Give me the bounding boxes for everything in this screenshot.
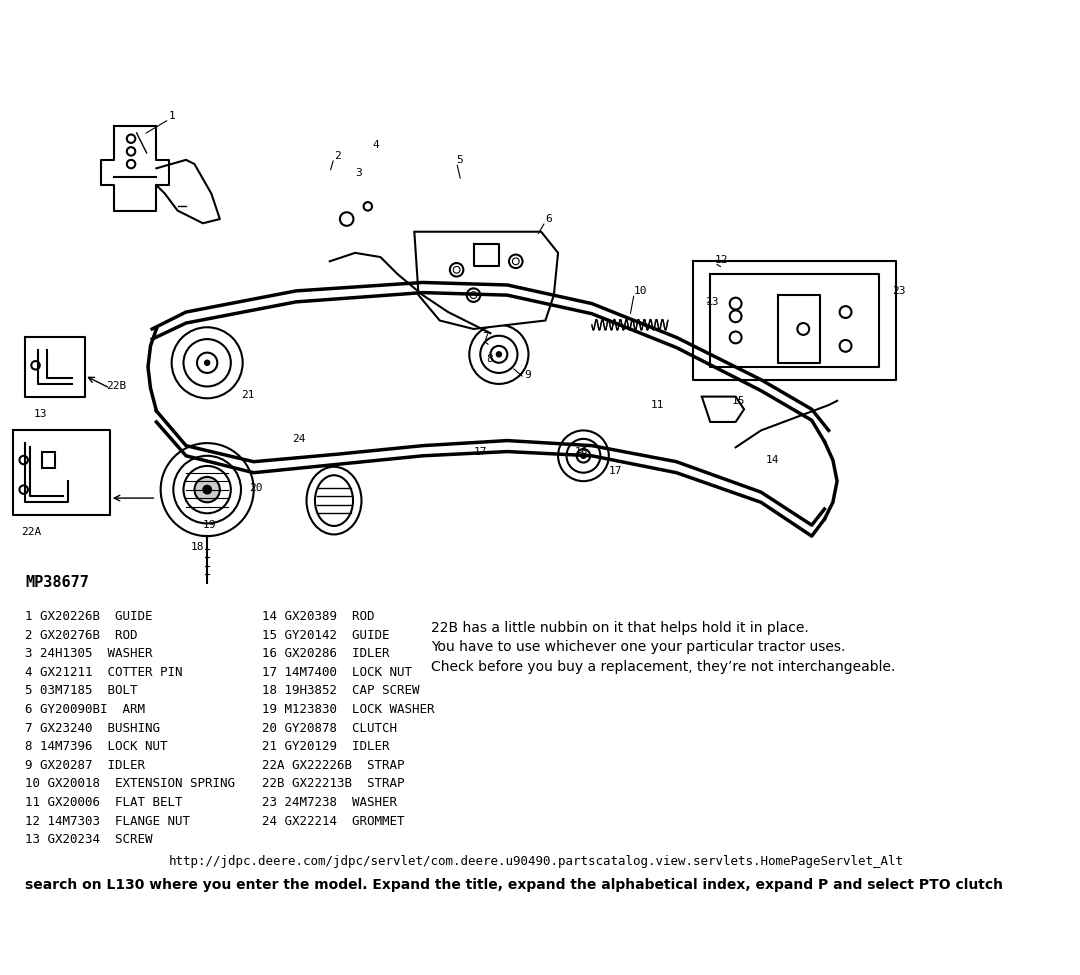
Text: 3: 3 xyxy=(355,168,362,177)
Circle shape xyxy=(126,147,135,156)
Circle shape xyxy=(340,213,353,226)
Text: 24 GX22214  GROMMET: 24 GX22214 GROMMET xyxy=(262,814,405,828)
Text: 12: 12 xyxy=(715,254,728,264)
Text: 18 19H3852  CAP SCREW: 18 19H3852 CAP SCREW xyxy=(262,684,420,697)
Text: 13: 13 xyxy=(706,297,719,307)
Circle shape xyxy=(467,289,481,302)
Circle shape xyxy=(797,323,809,334)
Circle shape xyxy=(730,297,742,309)
Circle shape xyxy=(184,466,231,513)
Circle shape xyxy=(470,292,477,298)
Circle shape xyxy=(204,360,210,366)
Circle shape xyxy=(450,263,463,277)
Ellipse shape xyxy=(307,467,362,534)
Circle shape xyxy=(364,202,372,211)
Text: http://jdpc.deere.com/jdpc/servlet/com.deere.u90490.partscatalog.view.servlets.H: http://jdpc.deere.com/jdpc/servlet/com.d… xyxy=(170,855,904,868)
Text: 23: 23 xyxy=(892,286,905,295)
Polygon shape xyxy=(415,232,558,329)
Circle shape xyxy=(490,346,508,363)
Text: 22A GX22226B  STRAP: 22A GX22226B STRAP xyxy=(262,759,405,772)
Circle shape xyxy=(558,430,609,481)
Circle shape xyxy=(172,328,243,399)
Circle shape xyxy=(839,306,851,318)
Text: 16: 16 xyxy=(575,447,589,456)
Text: 17: 17 xyxy=(473,447,487,456)
Circle shape xyxy=(730,310,742,322)
Text: 5: 5 xyxy=(457,155,463,165)
Text: 22B GX22213B  STRAP: 22B GX22213B STRAP xyxy=(262,777,405,791)
Circle shape xyxy=(184,339,231,386)
Text: 12 14M7303  FLANGE NUT: 12 14M7303 FLANGE NUT xyxy=(25,814,190,828)
Text: 20: 20 xyxy=(249,483,262,493)
Circle shape xyxy=(173,455,241,524)
Circle shape xyxy=(126,135,135,143)
Text: 17: 17 xyxy=(609,466,622,476)
Text: 6 GY20090BI  ARM: 6 GY20090BI ARM xyxy=(25,703,146,716)
Text: 20 GY20878  CLUTCH: 20 GY20878 CLUTCH xyxy=(262,722,397,734)
Circle shape xyxy=(730,332,742,343)
Text: 16 GX20286  IDLER: 16 GX20286 IDLER xyxy=(262,647,390,660)
Text: 11: 11 xyxy=(651,400,664,410)
Circle shape xyxy=(509,254,523,268)
Text: 2: 2 xyxy=(334,150,341,161)
Text: 15: 15 xyxy=(731,396,745,406)
Text: 9: 9 xyxy=(524,370,531,380)
Text: 6: 6 xyxy=(545,214,552,224)
Text: 7: 7 xyxy=(482,332,489,342)
Text: 23 24M7238  WASHER: 23 24M7238 WASHER xyxy=(262,796,397,809)
Circle shape xyxy=(203,486,212,494)
Circle shape xyxy=(567,439,600,473)
Text: 10: 10 xyxy=(634,286,648,295)
Text: 17 14M7400  LOCK NUT: 17 14M7400 LOCK NUT xyxy=(262,666,413,679)
Circle shape xyxy=(577,449,590,462)
Bar xyxy=(42,451,55,468)
Circle shape xyxy=(161,443,254,536)
Text: 21: 21 xyxy=(241,390,255,400)
Circle shape xyxy=(19,486,28,494)
Text: 5 03M7185  BOLT: 5 03M7185 BOLT xyxy=(25,684,138,697)
Circle shape xyxy=(31,361,40,370)
Text: 7 GX23240  BUSHING: 7 GX23240 BUSHING xyxy=(25,722,160,734)
Text: 8: 8 xyxy=(486,354,492,364)
Text: 19 M123830  LOCK WASHER: 19 M123830 LOCK WASHER xyxy=(262,703,434,716)
Text: 3 24H1305  WASHER: 3 24H1305 WASHER xyxy=(25,647,153,660)
Text: 11 GX20006  FLAT BELT: 11 GX20006 FLAT BELT xyxy=(25,796,183,809)
Circle shape xyxy=(481,335,517,372)
Text: 9 GX20287  IDLER: 9 GX20287 IDLER xyxy=(25,759,146,772)
Text: 2 GX20276B  ROD: 2 GX20276B ROD xyxy=(25,629,138,642)
Text: 1: 1 xyxy=(170,111,176,121)
Circle shape xyxy=(19,455,28,464)
Circle shape xyxy=(197,353,217,372)
Circle shape xyxy=(454,266,460,273)
Text: 22B: 22B xyxy=(106,381,126,391)
Circle shape xyxy=(497,352,501,357)
Text: MP38677: MP38677 xyxy=(25,575,90,590)
Polygon shape xyxy=(702,397,744,422)
Text: 14: 14 xyxy=(766,455,779,465)
Text: 24: 24 xyxy=(292,434,306,444)
Circle shape xyxy=(126,160,135,169)
Text: 15 GY20142  GUIDE: 15 GY20142 GUIDE xyxy=(262,629,390,642)
Text: search on L130 where you enter the model. Expand the title, expand the alphabeti: search on L130 where you enter the model… xyxy=(25,878,1003,892)
Ellipse shape xyxy=(315,475,353,526)
Text: 22B has a little nubbin on it that helps hold it in place.
You have to use which: 22B has a little nubbin on it that helps… xyxy=(431,621,895,674)
Text: 8 14M7396  LOCK NUT: 8 14M7396 LOCK NUT xyxy=(25,740,167,753)
Text: 10 GX20018  EXTENSION SPRING: 10 GX20018 EXTENSION SPRING xyxy=(25,777,235,791)
Text: 13 GX20234  SCREW: 13 GX20234 SCREW xyxy=(25,834,153,846)
Text: 21 GY20129  IDLER: 21 GY20129 IDLER xyxy=(262,740,390,753)
Text: 19: 19 xyxy=(203,520,216,530)
Text: 18: 18 xyxy=(190,542,204,552)
Text: 4: 4 xyxy=(372,139,379,149)
Text: 4 GX21211  COTTER PIN: 4 GX21211 COTTER PIN xyxy=(25,666,183,679)
Circle shape xyxy=(194,477,220,502)
Circle shape xyxy=(470,325,528,384)
Circle shape xyxy=(581,453,586,458)
Text: 13: 13 xyxy=(33,409,48,418)
Circle shape xyxy=(839,340,851,352)
Text: 22A: 22A xyxy=(22,526,41,537)
Text: 14 GX20389  ROD: 14 GX20389 ROD xyxy=(262,610,375,623)
Text: 1 GX20226B  GUIDE: 1 GX20226B GUIDE xyxy=(25,610,153,623)
Circle shape xyxy=(512,258,519,264)
